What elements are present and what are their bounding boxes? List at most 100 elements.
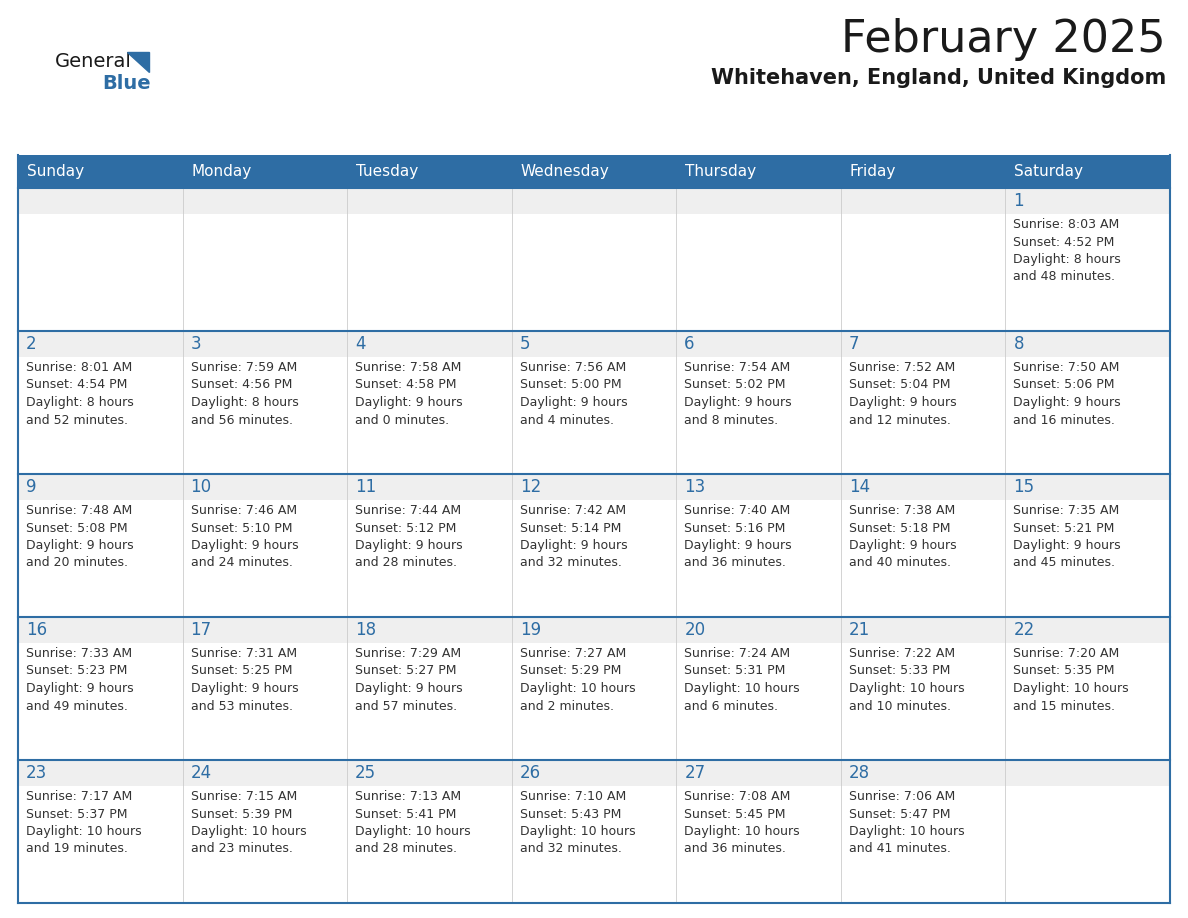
Bar xyxy=(347,617,512,643)
Bar xyxy=(512,643,676,760)
Text: Sunset: 5:47 PM: Sunset: 5:47 PM xyxy=(849,808,950,821)
Text: Daylight: 10 hours: Daylight: 10 hours xyxy=(849,682,965,695)
Text: and 32 minutes.: and 32 minutes. xyxy=(519,556,621,569)
Bar xyxy=(512,357,676,474)
Text: and 52 minutes.: and 52 minutes. xyxy=(26,413,128,427)
Bar xyxy=(1005,643,1170,760)
Text: and 28 minutes.: and 28 minutes. xyxy=(355,843,457,856)
Text: Daylight: 9 hours: Daylight: 9 hours xyxy=(684,539,792,552)
Bar xyxy=(347,357,512,474)
Text: Sunset: 4:54 PM: Sunset: 4:54 PM xyxy=(26,378,127,391)
Text: Sunrise: 7:31 AM: Sunrise: 7:31 AM xyxy=(190,647,297,660)
Text: Sunset: 5:23 PM: Sunset: 5:23 PM xyxy=(26,665,127,677)
Text: Sunrise: 7:22 AM: Sunrise: 7:22 AM xyxy=(849,647,955,660)
Text: Sunset: 5:35 PM: Sunset: 5:35 PM xyxy=(1013,665,1114,677)
Text: Sunrise: 7:15 AM: Sunrise: 7:15 AM xyxy=(190,790,297,803)
Bar xyxy=(18,474,183,500)
Text: Sunrise: 7:35 AM: Sunrise: 7:35 AM xyxy=(1013,504,1119,517)
Text: Whitehaven, England, United Kingdom: Whitehaven, England, United Kingdom xyxy=(710,68,1165,88)
Text: Tuesday: Tuesday xyxy=(356,164,418,179)
Text: Sunset: 5:27 PM: Sunset: 5:27 PM xyxy=(355,665,456,677)
Text: Sunrise: 7:50 AM: Sunrise: 7:50 AM xyxy=(1013,361,1120,374)
Text: and 2 minutes.: and 2 minutes. xyxy=(519,700,614,712)
Bar xyxy=(1005,331,1170,357)
Text: and 57 minutes.: and 57 minutes. xyxy=(355,700,457,712)
Polygon shape xyxy=(127,52,148,72)
Bar xyxy=(183,474,347,500)
Bar xyxy=(841,474,1005,500)
Text: and 12 minutes.: and 12 minutes. xyxy=(849,413,950,427)
Text: Daylight: 8 hours: Daylight: 8 hours xyxy=(1013,253,1121,266)
Bar xyxy=(347,786,512,903)
Text: Sunset: 5:16 PM: Sunset: 5:16 PM xyxy=(684,521,785,534)
Bar xyxy=(18,617,183,643)
Text: Daylight: 9 hours: Daylight: 9 hours xyxy=(849,396,956,409)
Text: Sunrise: 7:33 AM: Sunrise: 7:33 AM xyxy=(26,647,132,660)
Bar xyxy=(676,188,841,214)
Text: Daylight: 9 hours: Daylight: 9 hours xyxy=(849,539,956,552)
Text: Daylight: 9 hours: Daylight: 9 hours xyxy=(519,539,627,552)
Text: 5: 5 xyxy=(519,335,530,353)
Text: Daylight: 10 hours: Daylight: 10 hours xyxy=(1013,682,1129,695)
Text: 18: 18 xyxy=(355,621,377,639)
Text: and 40 minutes.: and 40 minutes. xyxy=(849,556,950,569)
Text: Sunrise: 7:44 AM: Sunrise: 7:44 AM xyxy=(355,504,461,517)
Text: Sunrise: 7:06 AM: Sunrise: 7:06 AM xyxy=(849,790,955,803)
Text: Sunset: 5:41 PM: Sunset: 5:41 PM xyxy=(355,808,456,821)
Text: 28: 28 xyxy=(849,764,870,782)
Bar xyxy=(676,500,841,617)
Text: Daylight: 9 hours: Daylight: 9 hours xyxy=(355,396,463,409)
Text: Sunrise: 7:46 AM: Sunrise: 7:46 AM xyxy=(190,504,297,517)
Text: and 48 minutes.: and 48 minutes. xyxy=(1013,271,1116,284)
Text: Daylight: 10 hours: Daylight: 10 hours xyxy=(519,825,636,838)
Bar xyxy=(1005,760,1170,786)
Bar xyxy=(512,500,676,617)
Text: Sunrise: 7:42 AM: Sunrise: 7:42 AM xyxy=(519,504,626,517)
Text: and 6 minutes.: and 6 minutes. xyxy=(684,700,778,712)
Text: 13: 13 xyxy=(684,478,706,496)
Bar xyxy=(183,214,347,331)
Bar xyxy=(18,357,183,474)
Bar xyxy=(183,760,347,786)
Bar xyxy=(1005,474,1170,500)
Text: and 36 minutes.: and 36 minutes. xyxy=(684,843,786,856)
Text: 22: 22 xyxy=(1013,621,1035,639)
Bar xyxy=(18,155,1170,188)
Text: and 0 minutes.: and 0 minutes. xyxy=(355,413,449,427)
Bar xyxy=(183,617,347,643)
Bar xyxy=(18,331,183,357)
Text: Sunset: 5:08 PM: Sunset: 5:08 PM xyxy=(26,521,127,534)
Text: 4: 4 xyxy=(355,335,366,353)
Bar xyxy=(1005,214,1170,331)
Text: and 15 minutes.: and 15 minutes. xyxy=(1013,700,1116,712)
Text: Sunset: 5:06 PM: Sunset: 5:06 PM xyxy=(1013,378,1114,391)
Text: Daylight: 10 hours: Daylight: 10 hours xyxy=(519,682,636,695)
Text: and 32 minutes.: and 32 minutes. xyxy=(519,843,621,856)
Bar xyxy=(841,617,1005,643)
Text: Daylight: 9 hours: Daylight: 9 hours xyxy=(26,682,133,695)
Bar xyxy=(841,760,1005,786)
Text: Blue: Blue xyxy=(102,74,151,93)
Bar xyxy=(841,331,1005,357)
Text: 2: 2 xyxy=(26,335,37,353)
Text: Sunset: 5:45 PM: Sunset: 5:45 PM xyxy=(684,808,785,821)
Bar xyxy=(183,786,347,903)
Bar xyxy=(676,357,841,474)
Text: 26: 26 xyxy=(519,764,541,782)
Text: Daylight: 9 hours: Daylight: 9 hours xyxy=(1013,396,1121,409)
Bar xyxy=(1005,500,1170,617)
Text: Sunrise: 7:38 AM: Sunrise: 7:38 AM xyxy=(849,504,955,517)
Bar xyxy=(676,760,841,786)
Text: Daylight: 9 hours: Daylight: 9 hours xyxy=(355,539,463,552)
Bar xyxy=(18,188,183,214)
Text: Sunset: 5:18 PM: Sunset: 5:18 PM xyxy=(849,521,950,534)
Text: 20: 20 xyxy=(684,621,706,639)
Bar xyxy=(1005,786,1170,903)
Text: Daylight: 10 hours: Daylight: 10 hours xyxy=(355,825,470,838)
Text: Sunset: 5:39 PM: Sunset: 5:39 PM xyxy=(190,808,292,821)
Text: Sunrise: 7:24 AM: Sunrise: 7:24 AM xyxy=(684,647,790,660)
Bar xyxy=(841,643,1005,760)
Text: Sunrise: 7:29 AM: Sunrise: 7:29 AM xyxy=(355,647,461,660)
Bar xyxy=(347,500,512,617)
Text: Sunrise: 7:27 AM: Sunrise: 7:27 AM xyxy=(519,647,626,660)
